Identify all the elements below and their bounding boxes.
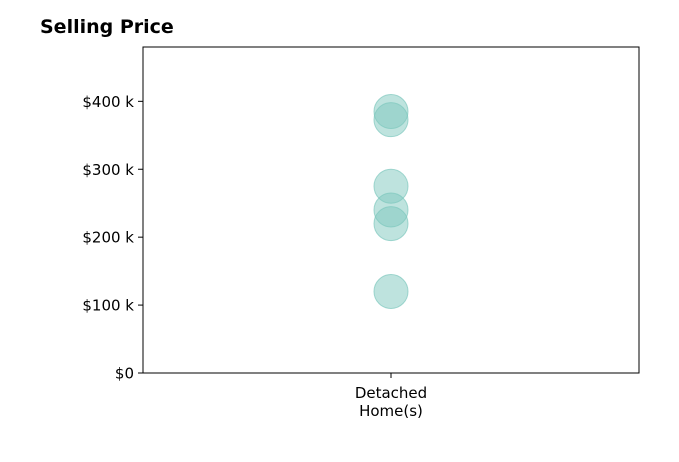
y-tick-label: $200 k bbox=[82, 229, 134, 247]
x-tick-label: Detached Home(s) bbox=[355, 384, 427, 420]
y-tick-label: $300 k bbox=[82, 161, 134, 179]
data-point bbox=[373, 206, 409, 242]
y-tick-label: $0 bbox=[115, 365, 134, 383]
y-axis: $0 $100 k $200 k $300 k $400 k bbox=[82, 93, 143, 383]
data-point bbox=[373, 274, 409, 309]
y-tick-label: $100 k bbox=[82, 297, 134, 315]
y-tick-label: $400 k bbox=[82, 93, 134, 111]
x-axis: Detached Home(s) bbox=[355, 373, 427, 420]
data-points bbox=[373, 94, 409, 309]
data-point bbox=[373, 102, 409, 138]
chart-title: Selling Price bbox=[40, 16, 174, 38]
